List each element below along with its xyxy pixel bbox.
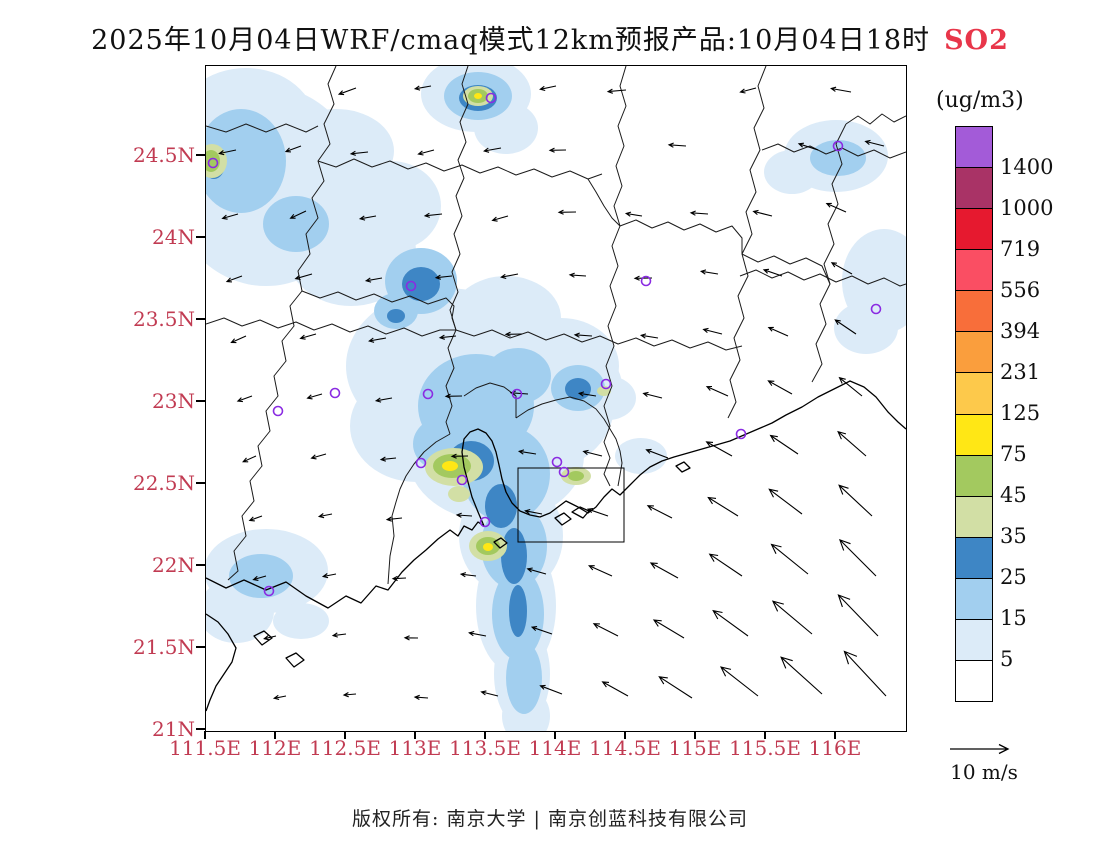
lon-label: 112.5E (309, 736, 381, 760)
colorbar-label: 25 (1000, 565, 1027, 589)
axis-tick (196, 236, 205, 238)
colorbar (955, 126, 993, 702)
lon-label: 113.5E (449, 736, 521, 760)
delta-inset-box (517, 467, 625, 543)
lon-label: 113E (388, 736, 442, 760)
colorbar-label: 1400 (1000, 155, 1054, 179)
axis-tick (624, 731, 626, 739)
axis-tick (834, 731, 836, 739)
colorbar-label: 556 (1000, 278, 1041, 302)
colorbar-label: 719 (1000, 237, 1041, 261)
chart-title-text: 2025年10月04日WRF/cmaq模式12km预报产品:10月04日18时 (91, 25, 931, 56)
colorbar-cell (956, 660, 992, 702)
lat-label: 21.5N (132, 635, 195, 659)
city-markers (207, 92, 882, 597)
axis-tick (196, 728, 205, 730)
lon-label: 114.5E (589, 736, 661, 760)
wind-vectors (218, 85, 887, 701)
lat-label: 23.5N (132, 307, 195, 331)
colorbar-cell (956, 454, 992, 496)
axis-tick (196, 400, 205, 402)
lon-label: 114E (528, 736, 582, 760)
axis-tick (764, 731, 766, 739)
axis-tick (196, 154, 205, 156)
axis-tick (204, 731, 206, 739)
lat-label: 21N (152, 717, 195, 741)
axis-tick (196, 482, 205, 484)
colorbar-label: 75 (1000, 442, 1027, 466)
lon-label: 111.5E (169, 736, 241, 760)
province-boundaries (206, 66, 906, 585)
map-frame (205, 65, 907, 732)
colorbar-cell (956, 372, 992, 414)
lon-label: 116E (808, 736, 862, 760)
colorbar-cell (956, 208, 992, 250)
colorbar-label: 125 (1000, 401, 1041, 425)
axis-tick (196, 318, 205, 320)
lon-label: 115E (668, 736, 722, 760)
wind-reference-arrow (950, 743, 1010, 755)
lat-label: 22N (152, 553, 195, 577)
colorbar-cell (956, 290, 992, 332)
colorbar-cell (956, 618, 992, 661)
lat-label: 22.5N (132, 471, 195, 495)
colorbar-cell (956, 495, 992, 537)
colorbar-label: 394 (1000, 319, 1041, 343)
chart-title: 2025年10月04日WRF/cmaq模式12km预报产品:10月04日18时 S… (0, 18, 1100, 57)
axis-tick (196, 564, 205, 566)
axis-tick (274, 731, 276, 739)
wind-reference-label: 10 m/s (950, 760, 1018, 784)
lat-label: 23N (152, 389, 195, 413)
colorbar-label: 45 (1000, 483, 1027, 507)
axis-tick (694, 731, 696, 739)
copyright-footer: 版权所有: 南京大学 | 南京创蓝科技有限公司 (352, 808, 748, 830)
lat-label: 24.5N (132, 143, 195, 167)
colorbar-label: 1000 (1000, 196, 1054, 220)
lon-label: 115.5E (729, 736, 801, 760)
colorbar-label: 35 (1000, 524, 1027, 548)
so2-75-125 (442, 93, 493, 551)
axis-tick (414, 731, 416, 739)
axis-tick (344, 731, 346, 739)
lat-label: 24N (152, 225, 195, 249)
colorbar-cell (956, 413, 992, 455)
colorbar-label: 15 (1000, 606, 1027, 630)
colorbar-label: 5 (1000, 647, 1014, 671)
colorbar-cell (956, 127, 992, 168)
axis-tick (554, 731, 556, 739)
colorbar-cell (956, 536, 992, 578)
lon-label: 112E (248, 736, 302, 760)
colorbar-cell (956, 249, 992, 291)
colorbar-label: 231 (1000, 360, 1041, 384)
species-label: SO2 (944, 25, 1009, 56)
map-svg (206, 66, 906, 731)
axis-tick (196, 646, 205, 648)
colorbar-cell (956, 331, 992, 373)
colorbar-cell (956, 167, 992, 209)
colorbar-cell (956, 577, 992, 619)
axis-tick (484, 731, 486, 739)
legend-unit-label: (ug/m3) (936, 88, 1024, 113)
